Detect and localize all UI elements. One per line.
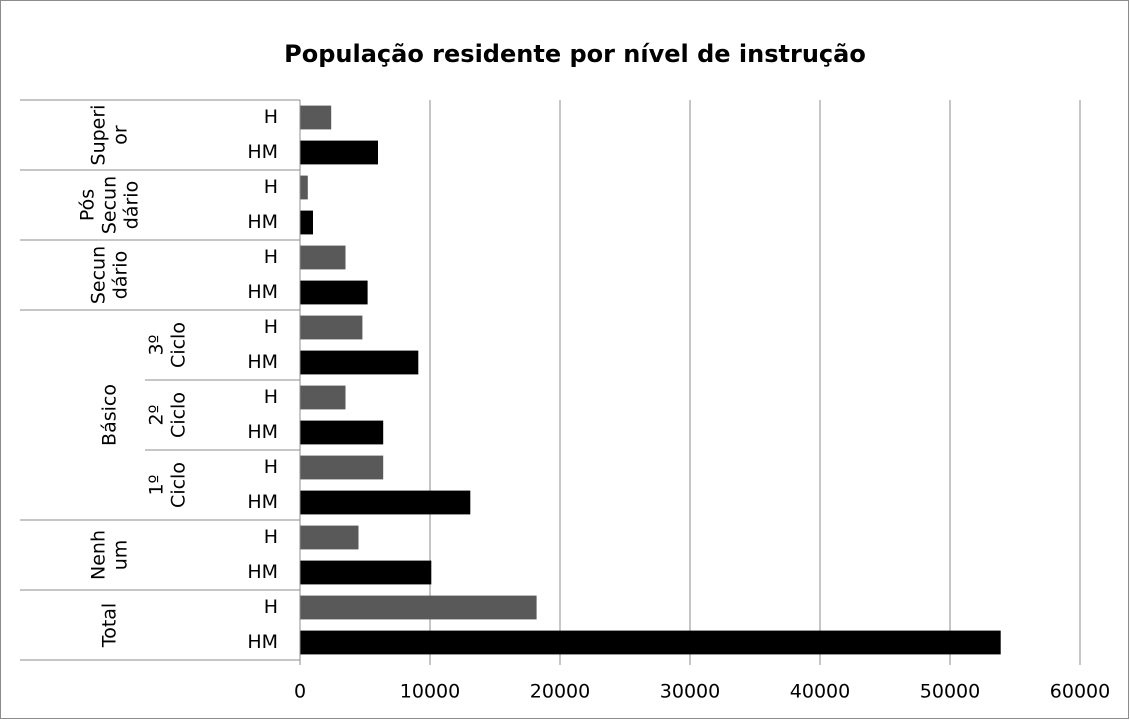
category-label: HM — [247, 421, 278, 443]
bar — [300, 280, 368, 305]
group-label: Superi — [88, 105, 110, 166]
category-label: H — [264, 176, 278, 198]
bar — [300, 385, 346, 410]
x-tick-label: 20000 — [530, 681, 590, 703]
bar — [300, 420, 384, 445]
x-tick-label: 60000 — [1050, 681, 1110, 703]
subgroup-label: 3º — [146, 334, 168, 355]
bar — [300, 210, 313, 235]
group-label: Nenh — [88, 530, 110, 580]
x-tick-label: 10000 — [400, 681, 460, 703]
chart-title: População residente por nível de instruç… — [284, 40, 866, 68]
category-label: HM — [247, 141, 278, 163]
category-label: HM — [247, 561, 278, 583]
bar — [300, 560, 432, 585]
group-label: Total — [99, 603, 121, 648]
subgroup-label: Ciclo — [168, 322, 190, 368]
group-label: um — [110, 540, 132, 571]
category-label: H — [264, 596, 278, 618]
bar — [300, 105, 332, 130]
category-label: HM — [247, 281, 278, 303]
category-label: H — [264, 456, 278, 478]
category-label: H — [264, 316, 278, 338]
bar — [300, 595, 537, 620]
x-tick-label: 50000 — [920, 681, 980, 703]
category-label: H — [264, 526, 278, 548]
category-label: H — [264, 386, 278, 408]
group-label: Pós — [77, 189, 99, 221]
category-label: H — [264, 246, 278, 268]
bar — [300, 175, 308, 200]
category-label: HM — [247, 351, 278, 373]
x-tick-label: 40000 — [790, 681, 850, 703]
category-label: HM — [247, 631, 278, 653]
category-label: HM — [247, 211, 278, 233]
subgroup-label: 2º — [146, 404, 168, 425]
bar — [300, 630, 1001, 655]
bar — [300, 350, 419, 375]
bar — [300, 490, 471, 515]
x-tick-label: 0 — [294, 681, 306, 703]
group-label: Básico — [99, 384, 121, 446]
bar — [300, 140, 378, 165]
group-label: Secun — [88, 246, 110, 304]
subgroup-label: 1º — [146, 474, 168, 495]
bar — [300, 455, 384, 480]
group-label: Secun — [99, 176, 121, 234]
bar — [300, 245, 346, 270]
group-label: or — [110, 125, 132, 145]
bar — [300, 315, 363, 340]
subgroup-label: Ciclo — [168, 462, 190, 508]
x-tick-label: 30000 — [660, 681, 720, 703]
category-label: HM — [247, 491, 278, 513]
group-label: dário — [110, 251, 132, 299]
category-label: H — [264, 106, 278, 128]
group-label: dário — [121, 181, 143, 229]
subgroup-label: Ciclo — [168, 392, 190, 438]
bar — [300, 525, 359, 550]
